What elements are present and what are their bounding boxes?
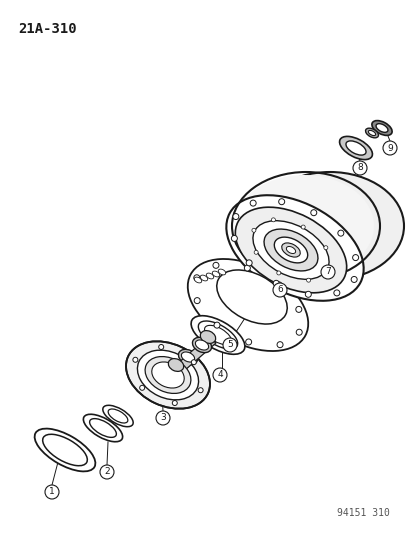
Text: 94151 310: 94151 310 — [336, 508, 389, 518]
Circle shape — [352, 161, 366, 175]
Ellipse shape — [252, 221, 328, 279]
Circle shape — [304, 292, 311, 297]
Text: 2: 2 — [104, 467, 109, 477]
Ellipse shape — [191, 316, 244, 354]
Ellipse shape — [181, 352, 194, 362]
Circle shape — [276, 342, 282, 348]
Text: 6: 6 — [276, 286, 282, 295]
Circle shape — [156, 411, 170, 425]
Ellipse shape — [255, 172, 403, 280]
Circle shape — [191, 360, 196, 365]
Circle shape — [244, 265, 250, 271]
Ellipse shape — [102, 405, 133, 427]
Ellipse shape — [263, 229, 317, 271]
Ellipse shape — [194, 277, 201, 283]
Circle shape — [310, 209, 316, 216]
Circle shape — [139, 385, 144, 390]
Circle shape — [158, 344, 163, 350]
Ellipse shape — [371, 120, 391, 135]
Ellipse shape — [198, 321, 237, 349]
Ellipse shape — [274, 237, 307, 263]
Circle shape — [323, 246, 327, 249]
Circle shape — [212, 262, 218, 268]
Ellipse shape — [212, 271, 219, 277]
Circle shape — [251, 228, 255, 232]
Ellipse shape — [108, 409, 128, 423]
Ellipse shape — [89, 418, 116, 438]
Ellipse shape — [200, 330, 215, 343]
Ellipse shape — [233, 175, 373, 277]
Ellipse shape — [339, 136, 372, 159]
Circle shape — [275, 282, 281, 288]
Ellipse shape — [216, 270, 287, 324]
Circle shape — [223, 338, 236, 352]
Text: 5: 5 — [227, 341, 232, 350]
Ellipse shape — [375, 124, 387, 132]
Ellipse shape — [145, 357, 190, 393]
Circle shape — [273, 280, 278, 286]
Ellipse shape — [365, 128, 377, 138]
Circle shape — [194, 297, 200, 304]
Polygon shape — [176, 337, 216, 371]
Ellipse shape — [206, 273, 213, 279]
Circle shape — [295, 329, 301, 335]
Ellipse shape — [235, 207, 346, 293]
Circle shape — [333, 290, 339, 296]
Circle shape — [350, 277, 356, 282]
Ellipse shape — [188, 259, 308, 351]
Circle shape — [45, 485, 59, 499]
Circle shape — [295, 306, 301, 312]
Circle shape — [352, 255, 358, 261]
Text: 7: 7 — [324, 268, 330, 277]
Ellipse shape — [178, 349, 197, 365]
Circle shape — [249, 200, 256, 206]
Circle shape — [325, 268, 329, 272]
Circle shape — [306, 278, 310, 282]
Circle shape — [214, 322, 219, 328]
Circle shape — [301, 225, 304, 229]
Circle shape — [246, 260, 252, 266]
Ellipse shape — [152, 362, 184, 388]
Circle shape — [337, 230, 343, 236]
Circle shape — [100, 465, 114, 479]
Circle shape — [193, 275, 199, 281]
Ellipse shape — [192, 337, 211, 353]
Circle shape — [278, 199, 284, 205]
Ellipse shape — [35, 429, 95, 471]
Circle shape — [245, 339, 251, 345]
Circle shape — [172, 400, 177, 406]
Ellipse shape — [204, 325, 231, 345]
Ellipse shape — [281, 243, 299, 257]
Ellipse shape — [168, 359, 183, 372]
Ellipse shape — [126, 341, 209, 409]
Circle shape — [272, 283, 286, 297]
Text: 3: 3 — [160, 414, 166, 423]
Ellipse shape — [345, 141, 365, 155]
Circle shape — [232, 214, 238, 220]
Circle shape — [271, 218, 275, 222]
Text: 8: 8 — [356, 164, 362, 173]
Text: 21A-310: 21A-310 — [18, 22, 76, 36]
Ellipse shape — [368, 131, 375, 135]
Circle shape — [320, 265, 334, 279]
Ellipse shape — [137, 350, 198, 400]
Ellipse shape — [226, 195, 363, 301]
Text: 9: 9 — [386, 143, 392, 152]
Ellipse shape — [286, 246, 295, 254]
Circle shape — [276, 271, 280, 275]
Circle shape — [382, 141, 396, 155]
Circle shape — [231, 236, 237, 241]
Circle shape — [254, 251, 258, 254]
Ellipse shape — [43, 434, 87, 466]
Text: 1: 1 — [49, 488, 55, 497]
Circle shape — [133, 357, 138, 362]
Ellipse shape — [200, 275, 207, 281]
Ellipse shape — [195, 340, 208, 350]
Text: 4: 4 — [217, 370, 222, 379]
Circle shape — [198, 387, 203, 393]
Ellipse shape — [83, 414, 122, 442]
Circle shape — [212, 368, 226, 382]
Ellipse shape — [218, 269, 225, 275]
